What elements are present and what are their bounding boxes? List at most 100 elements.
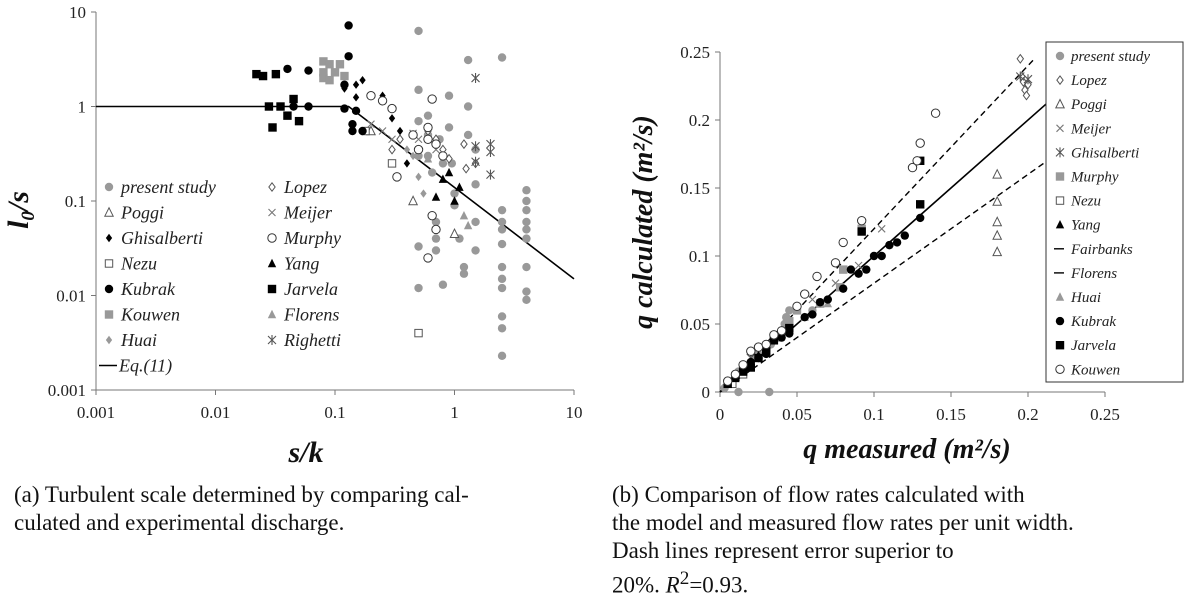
a-point-jarvela xyxy=(271,69,281,79)
a-point-murphy xyxy=(423,253,433,263)
b-x-tick-label: 0.25 xyxy=(1090,405,1120,424)
chart-b-y-axis-label: q calculated (m²/s) xyxy=(628,115,659,329)
b-point-kouwen xyxy=(812,271,822,282)
b-point-murphy xyxy=(839,265,848,274)
a-x-tick-label: 0.01 xyxy=(201,403,231,422)
a-x-tick-label: 10 xyxy=(566,403,583,422)
b-legend-marker-huai xyxy=(1055,292,1065,301)
a-point-present-study xyxy=(463,55,473,65)
a-legend-marker-murphy xyxy=(267,233,277,243)
b-legend-marker-jarvela xyxy=(1055,341,1065,350)
a-point-present-study xyxy=(522,217,531,227)
b-point-kubrak xyxy=(839,284,848,293)
a-point-murphy xyxy=(408,130,418,140)
b-point-kubrak xyxy=(800,313,809,322)
b-legend-label-meijer: Meijer xyxy=(1070,121,1111,137)
b-point-kouwen xyxy=(930,108,941,118)
b-legend-marker-kouwen xyxy=(1055,364,1065,374)
a-point-righetti xyxy=(471,73,480,84)
b-point-jarvela xyxy=(738,367,748,376)
a-point-present-study xyxy=(497,217,507,227)
b-y-tick-label: 0.05 xyxy=(680,315,710,334)
a-legend-marker-kubrak xyxy=(104,284,114,294)
b-point-present-study xyxy=(734,387,743,397)
b-legend-marker-nezu xyxy=(1055,196,1065,205)
a-legend-marker-lopez xyxy=(268,181,276,193)
b-point-kouwen xyxy=(746,346,756,356)
b-point-meijer xyxy=(808,295,817,304)
b-point-jarvela xyxy=(916,200,925,209)
a-legend-label-nezu: Nezu xyxy=(120,254,157,274)
a-point-murphy xyxy=(377,96,388,106)
a-point-poggi xyxy=(408,195,419,206)
caption-a-line2: culated and experimental discharge. xyxy=(14,510,345,535)
caption-b-r-sup: 2 xyxy=(679,568,690,589)
a-point-ghisalberti xyxy=(396,126,404,136)
a-point-huai xyxy=(403,145,411,154)
a-point-present-study xyxy=(522,225,531,234)
b-y-tick-label: 0.2 xyxy=(689,111,710,130)
a-legend-marker-huai xyxy=(105,335,113,345)
a-point-murphy xyxy=(423,134,433,144)
a-point-present-study xyxy=(497,225,507,234)
b-point-kouwen xyxy=(730,369,741,380)
a-point-present-study xyxy=(471,180,480,189)
a-legend-label-jarvela: Jarvela xyxy=(284,279,338,299)
a-point-yang xyxy=(450,196,459,205)
b-point-kubrak xyxy=(823,295,832,304)
a-point-nezu xyxy=(414,328,423,338)
b-legend-marker-present-study xyxy=(1055,51,1065,61)
a-point-florens xyxy=(423,154,433,163)
a-point-kouwen xyxy=(319,73,328,83)
b-error-dash-line xyxy=(719,119,1106,393)
a-legend-label-righetti: Righetti xyxy=(283,330,341,350)
a-point-present-study xyxy=(444,91,454,100)
b-point-jarvela xyxy=(762,347,771,356)
chart-b-flow-rates: 0 0.05 0.1 0.15 0.2 0.25 0 0.05 0.1 0.15 0.2 0.25 p… xyxy=(628,41,1184,465)
b-point-kubrak xyxy=(862,265,871,274)
b-point-lopez xyxy=(1019,76,1028,87)
a-legend-marker-poggi xyxy=(103,206,115,217)
b-point-kouwen xyxy=(907,162,918,173)
a-point-yang xyxy=(438,174,448,183)
a-point-present-study xyxy=(414,242,423,251)
a-legend-label-lopez: Lopez xyxy=(283,177,327,197)
caption-b-line4-suffix: =0.93. xyxy=(689,572,749,598)
b-x-tick-label: 0 xyxy=(716,405,725,424)
a-x-tick-label: 0.1 xyxy=(324,403,345,422)
a-point-present-study xyxy=(497,262,507,272)
a-point-kouwen xyxy=(319,68,328,77)
b-point-poggi xyxy=(992,246,1003,257)
a-point-jarvela xyxy=(289,94,298,104)
b-y-tick-label: 0 xyxy=(702,383,711,402)
a-point-kubrak xyxy=(351,106,361,116)
a-point-jarvela xyxy=(252,69,261,79)
b-point-kubrak xyxy=(815,298,825,307)
a-point-present-study xyxy=(459,269,469,278)
a-point-present-study xyxy=(414,26,423,36)
a-point-righetti xyxy=(486,147,495,157)
b-y-tick-label: 0.15 xyxy=(680,179,710,198)
a-point-kubrak xyxy=(304,102,313,111)
a-point-righetti xyxy=(471,156,480,167)
a-point-present-study xyxy=(414,85,423,95)
b-point-poggi xyxy=(992,168,1003,179)
b-point-ghisalberti xyxy=(1023,74,1033,85)
a-point-nezu xyxy=(387,159,397,168)
b-x-tick-label: 0.05 xyxy=(782,405,812,424)
caption-b: (b) Comparison of flow rates calculated … xyxy=(612,481,1197,600)
a-x-tick-label: 1 xyxy=(450,403,459,422)
a-point-murphy xyxy=(427,210,437,221)
b-point-kubrak xyxy=(916,213,925,223)
b-point-lopez xyxy=(1016,53,1025,64)
b-point-kubrak xyxy=(869,251,879,261)
b-legend-marker-yang xyxy=(1055,220,1065,229)
a-point-present-study xyxy=(444,123,454,132)
b-point-present-study xyxy=(765,387,774,397)
a-point-kouwen xyxy=(335,60,345,69)
b-legend-label-huai: Huai xyxy=(1070,290,1101,306)
a-legend-label-kubrak: Kubrak xyxy=(120,279,176,299)
a-point-present-study xyxy=(431,234,441,243)
a-y-tick-label: 10 xyxy=(69,3,86,22)
caption-b-line1: (b) Comparison of flow rates calculated … xyxy=(612,482,1025,507)
